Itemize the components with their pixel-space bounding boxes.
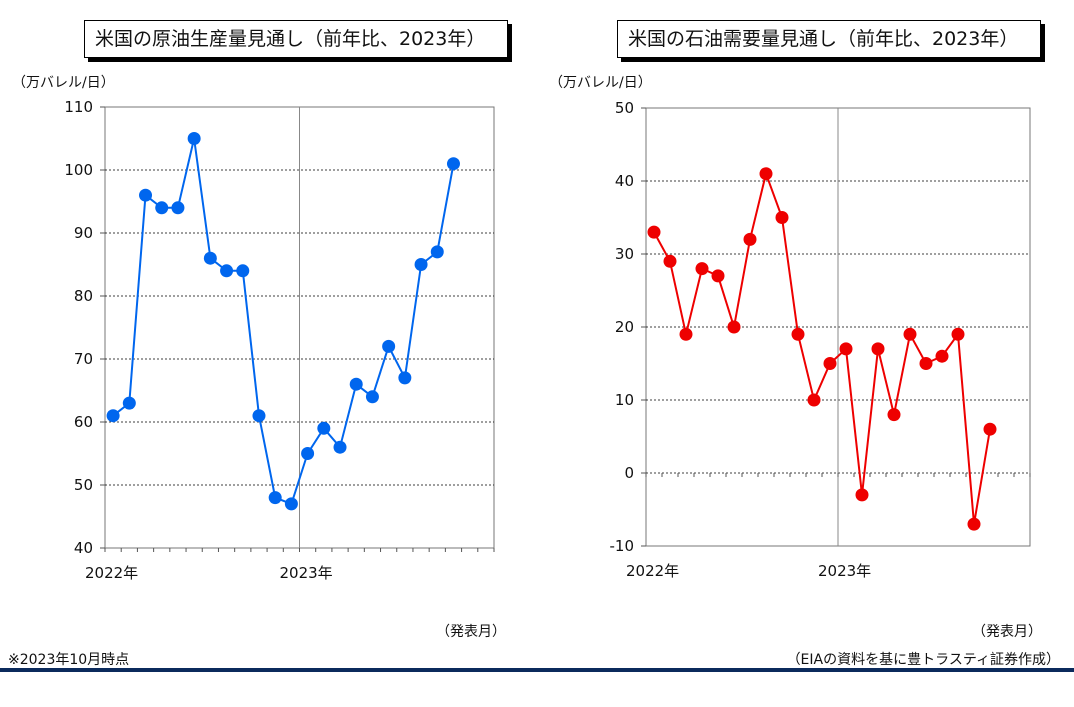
left-data-point — [284, 497, 298, 511]
left-data-point — [122, 396, 136, 410]
left-data-point — [430, 245, 444, 259]
left-y-tick-label: 50 — [74, 476, 93, 494]
right-y-tick-label: 0 — [624, 464, 634, 482]
right-data-point — [823, 357, 837, 370]
right-data-point — [903, 327, 917, 341]
left-y-tick-label: 70 — [74, 350, 93, 368]
right-data-point — [855, 488, 869, 502]
right-data-point — [727, 320, 741, 334]
right-unit-label: （万バレル/日） — [549, 75, 652, 91]
right-data-point — [807, 393, 821, 407]
right-x-tick-label: 2022年 — [626, 562, 679, 580]
right-data-point — [711, 269, 725, 283]
left-data-point — [155, 201, 169, 215]
right-x-tick-label: 2023年 — [818, 562, 871, 580]
left-x-tick-label: 2022年 — [85, 564, 138, 582]
right-data-point — [887, 408, 901, 422]
left-x-axis-title: （発表月） — [436, 624, 506, 640]
left-data-point — [252, 409, 266, 423]
right-y-tick-label: 50 — [615, 99, 634, 117]
left-data-point — [446, 157, 460, 171]
right-data-point — [839, 342, 853, 356]
right-data-point — [647, 225, 661, 239]
left-y-tick-label: 110 — [64, 98, 93, 116]
right-data-point — [935, 349, 949, 363]
right-y-tick-label: 10 — [615, 391, 634, 409]
right-x-axis-title: （発表月） — [972, 624, 1042, 640]
right-data-point — [679, 327, 693, 341]
left-data-point — [333, 440, 347, 454]
left-data-point — [236, 264, 250, 278]
left-data-point — [349, 377, 363, 391]
left-data-point — [203, 251, 217, 265]
bottom-rule — [0, 668, 1074, 672]
left-data-point — [268, 491, 282, 505]
right-y-tick-label: 30 — [615, 245, 634, 263]
footnote-date: ※2023年10月時点 — [8, 652, 130, 668]
right-data-point — [951, 327, 965, 341]
right-data-point — [967, 517, 981, 531]
left-data-point — [414, 258, 428, 271]
left-x-tick-label: 2023年 — [280, 564, 333, 582]
left-data-point — [317, 421, 331, 435]
left-y-tick-label: 60 — [74, 413, 93, 431]
left-y-tick-label: 40 — [74, 539, 93, 557]
left-data-point — [382, 339, 396, 353]
left-y-tick-label: 90 — [74, 224, 93, 242]
right-data-point — [871, 342, 885, 356]
right-data-point — [663, 254, 677, 268]
right-y-tick-label: 20 — [615, 318, 634, 336]
left-data-point — [398, 371, 412, 385]
right-data-point — [759, 167, 773, 181]
right-data-point — [919, 357, 933, 370]
left-data-point — [106, 409, 120, 423]
left-y-tick-label: 80 — [74, 287, 93, 305]
left-series-line — [112, 138, 455, 506]
left-y-tick-label: 100 — [64, 161, 93, 179]
right-y-tick-label: 40 — [615, 172, 634, 190]
right-y-tick-label: -10 — [610, 537, 635, 555]
right-data-point — [791, 327, 805, 341]
right-chart-title: 米国の石油需要量見通し（前年比、2023年） — [617, 20, 1041, 58]
right-data-point — [695, 262, 709, 276]
left-data-point — [187, 132, 201, 145]
right-series-line — [653, 170, 991, 525]
left-data-point — [365, 390, 379, 404]
right-data-point — [743, 232, 757, 246]
left-data-point — [139, 188, 153, 202]
left-data-point — [220, 264, 234, 278]
left-chart-title: 米国の原油生産量見通し（前年比、2023年） — [84, 20, 508, 58]
left-data-point — [301, 447, 315, 460]
right-data-point — [775, 211, 789, 224]
left-data-point — [171, 201, 185, 215]
right-data-point — [983, 422, 997, 436]
left-unit-label: （万バレル/日） — [12, 75, 115, 91]
footnote-source: （EIAの資料を基に豊トラスティ証券作成） — [786, 652, 1060, 668]
